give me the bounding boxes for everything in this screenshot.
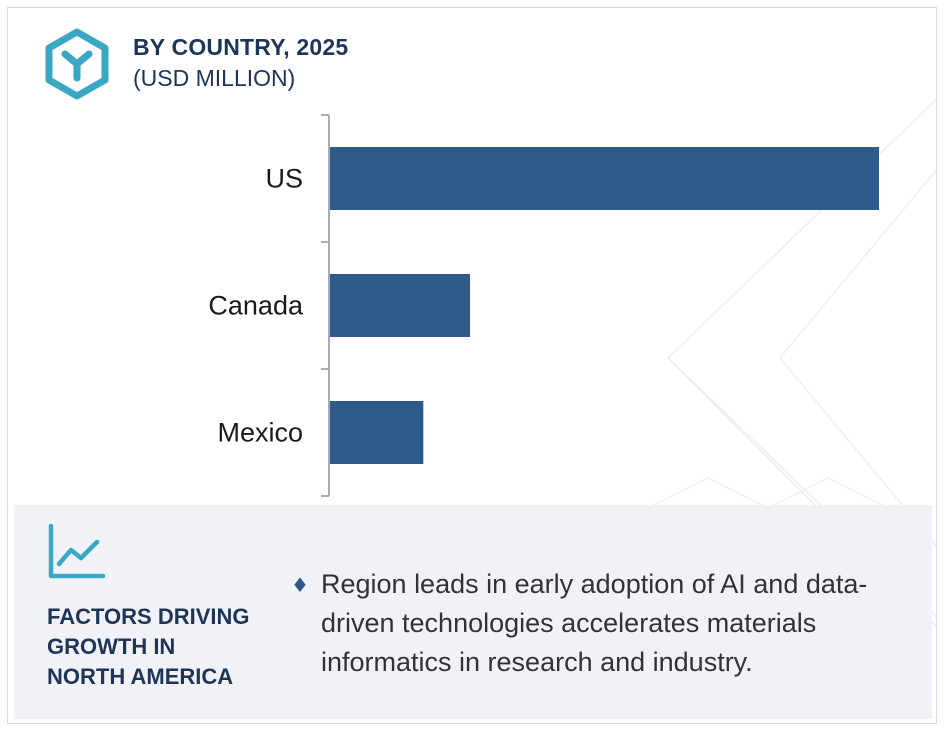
factors-heading-line: FACTORS DRIVING: [47, 604, 250, 629]
factor-text-line: informatics in research and industry.: [321, 647, 753, 677]
chart-card: BY COUNTRY, 2025 (USD MILLION) US Canada M…: [7, 7, 937, 724]
bar-us: [330, 147, 879, 210]
category-label: Canada: [208, 291, 304, 321]
hexagon-y-logo-icon: [45, 28, 109, 100]
bar-mexico: [330, 401, 424, 464]
factors-heading: FACTORS DRIVING GROWTH IN NORTH AMERICA: [47, 602, 277, 692]
bar-canada: [330, 274, 470, 337]
chart-title: BY COUNTRY, 2025: [133, 34, 349, 60]
category-label: US: [265, 164, 303, 194]
trend-chart-icon: [48, 524, 105, 579]
chart-subtitle: (USD MILLION): [133, 65, 296, 91]
factor-text-line: Region leads in early adoption of AI and…: [321, 569, 868, 599]
factors-heading-line: GROWTH IN: [47, 634, 176, 659]
category-label: Mexico: [217, 418, 303, 448]
factors-panel: FACTORS DRIVING GROWTH IN NORTH AMERICA …: [14, 505, 932, 719]
bar-chart: US Canada Mexico: [208, 114, 879, 497]
factor-text-line: driven technologies accelerates material…: [321, 608, 817, 638]
factor-description: Region leads in early adoption of AI and…: [321, 565, 911, 682]
factors-heading-line: NORTH AMERICA: [47, 664, 234, 689]
diamond-bullet-icon: ♦: [291, 573, 309, 597]
